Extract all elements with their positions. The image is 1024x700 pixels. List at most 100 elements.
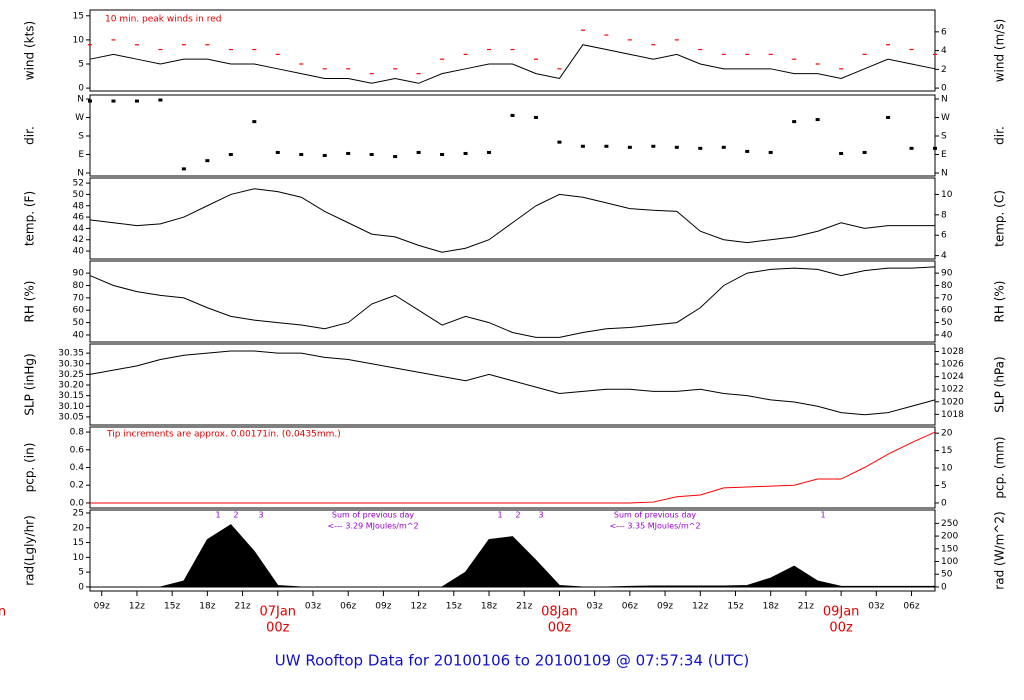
y2-tick-label: 0 <box>941 582 947 592</box>
y2-axis-label: dir. <box>993 126 1007 145</box>
dir-point <box>369 153 374 157</box>
series-line <box>89 266 936 338</box>
x-date-label: Jan <box>0 605 6 620</box>
y2-tick-label: N <box>941 168 948 178</box>
y-tick-label: 40 <box>73 247 85 257</box>
series-line <box>89 350 936 416</box>
dir-point <box>440 153 445 157</box>
x-date-label: 00z <box>266 621 290 636</box>
y-tick-label: 80 <box>73 281 85 291</box>
y-tick-label: 42 <box>73 235 84 245</box>
y-tick-label: 30.30 <box>58 359 84 369</box>
y-tick-label: 48 <box>73 201 85 211</box>
annotation: 3 <box>258 511 263 520</box>
y2-tick-label: 50 <box>941 570 953 580</box>
y-tick-label: 0.0 <box>70 498 85 508</box>
dir-point <box>698 146 703 150</box>
y-axis-label: temp. (F) <box>23 191 37 246</box>
x-tick-label: 21z <box>798 602 814 612</box>
y-axis-label: SLP (inHg) <box>23 353 37 415</box>
annotation: 10 min. peak winds in red <box>105 15 222 25</box>
annotation: Sum of previous day <box>614 511 696 520</box>
dir-point <box>111 99 116 103</box>
dir-point <box>815 118 820 122</box>
y-tick-label: 90 <box>73 269 85 279</box>
y-tick-label: 15 <box>73 538 84 548</box>
x-date-label: 00z <box>829 621 853 636</box>
y2-tick-label: 40 <box>941 330 953 340</box>
dir-point <box>487 150 492 154</box>
dir-point <box>205 159 210 163</box>
x-tick-label: 12z <box>692 602 708 612</box>
dir-point <box>933 146 937 150</box>
y2-axis-label: temp. (C) <box>993 190 1007 247</box>
dir-point <box>88 99 92 103</box>
x-tick-label: 09z <box>657 602 673 612</box>
dir-point <box>839 151 844 155</box>
y2-tick-label: 1028 <box>941 347 964 357</box>
dir-point <box>674 145 679 149</box>
y-tick-label: 0 <box>78 582 84 592</box>
dir-point <box>322 154 327 158</box>
series-line <box>89 188 935 253</box>
x-tick-label: 09z <box>375 602 391 612</box>
y2-tick-label: 0 <box>941 84 947 94</box>
x-tick-label: 15z <box>164 602 180 612</box>
y-tick-label: 20 <box>73 523 85 533</box>
y-tick-label: 50 <box>73 318 85 328</box>
y-axis-label: RH (%) <box>23 281 37 323</box>
dir-point <box>533 116 538 120</box>
y-tick-label: 0 <box>78 84 84 94</box>
dir-point <box>228 153 233 157</box>
dir-point <box>510 113 515 117</box>
dir-point <box>393 155 398 159</box>
dir-point <box>275 150 280 154</box>
x-tick-label: 21z <box>516 602 532 612</box>
x-tick-label: 03z <box>868 602 884 612</box>
x-tick-label: 15z <box>446 602 462 612</box>
annotation: 3 <box>538 511 543 520</box>
y-tick-label: N <box>77 95 84 105</box>
dir-point <box>158 98 163 102</box>
x-date-label: 00z <box>548 621 572 636</box>
y2-tick-label: 90 <box>941 269 953 279</box>
annotation: <--- 3.35 MJoules/m^2 <box>609 522 700 531</box>
y2-tick-label: 4 <box>941 46 947 56</box>
y2-tick-label: 80 <box>941 281 953 291</box>
y-tick-label: 52 <box>73 179 84 189</box>
y-tick-label: 5 <box>78 60 84 70</box>
dir-point <box>651 144 656 148</box>
y-tick-label: 46 <box>73 213 85 223</box>
x-tick-label: 03z <box>305 602 321 612</box>
y-tick-label: 30.35 <box>58 349 84 359</box>
y2-tick-label: W <box>941 113 950 123</box>
y-tick-label: 60 <box>73 306 85 316</box>
x-tick-label: 15z <box>727 602 743 612</box>
annotation: 1 <box>215 511 220 520</box>
x-tick-label: 03z <box>587 602 603 612</box>
y2-tick-label: 1024 <box>941 372 964 382</box>
y2-axis-label: pcp. (mm) <box>993 436 1007 498</box>
dir-point <box>886 116 891 120</box>
dir-point <box>252 120 257 124</box>
y-tick-label: S <box>78 132 84 142</box>
annotation: 2 <box>515 511 520 520</box>
y-tick-label: 10 <box>73 35 85 45</box>
y2-tick-label: 150 <box>941 544 958 554</box>
dir-point <box>792 120 797 124</box>
y-tick-label: 0.4 <box>70 463 85 473</box>
y-tick-label: 0.2 <box>70 481 84 491</box>
y-tick-label: 40 <box>73 330 85 340</box>
panel-frame <box>89 177 936 260</box>
y2-tick-label: 70 <box>941 293 953 303</box>
y-tick-label: 30.10 <box>58 402 84 412</box>
x-date-label: 09Jan <box>823 605 860 620</box>
annotation: 1 <box>497 511 502 520</box>
y2-tick-label: 250 <box>941 519 958 529</box>
x-tick-label: 12z <box>411 602 427 612</box>
y2-tick-label: S <box>941 132 947 142</box>
y2-tick-label: 10 <box>941 190 953 200</box>
dir-point <box>463 151 468 155</box>
x-tick-label: 18z <box>763 602 779 612</box>
